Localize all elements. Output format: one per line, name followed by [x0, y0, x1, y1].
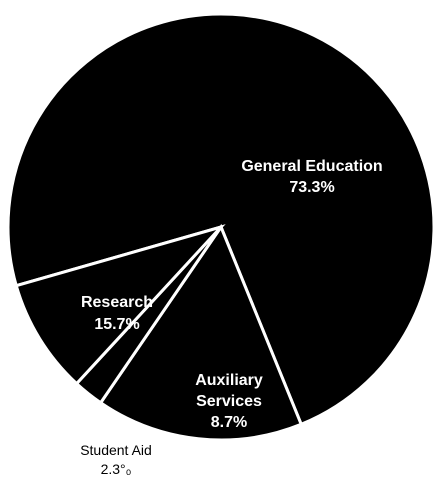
value-research: 15.7% — [94, 316, 139, 333]
slice-auxiliary-services — [14, 224, 226, 386]
label-research: Research — [81, 294, 153, 311]
slice-labels: General Education 73.3% Research 15.7% A… — [80, 158, 383, 477]
slices-group — [6, 12, 436, 442]
value-general-education: 73.3% — [289, 179, 334, 196]
label-auxiliary-line2: Services — [196, 393, 262, 410]
slice-general-education — [6, 12, 436, 427]
slice-research — [98, 223, 304, 442]
label-student-aid: Student Aid — [80, 442, 152, 458]
label-general-education: General Education — [241, 158, 382, 175]
value-auxiliary-services: 8.7% — [211, 414, 247, 431]
label-auxiliary-line1: Auxiliary — [195, 372, 263, 389]
value-student-aid: 2.3°₀ — [101, 461, 132, 477]
